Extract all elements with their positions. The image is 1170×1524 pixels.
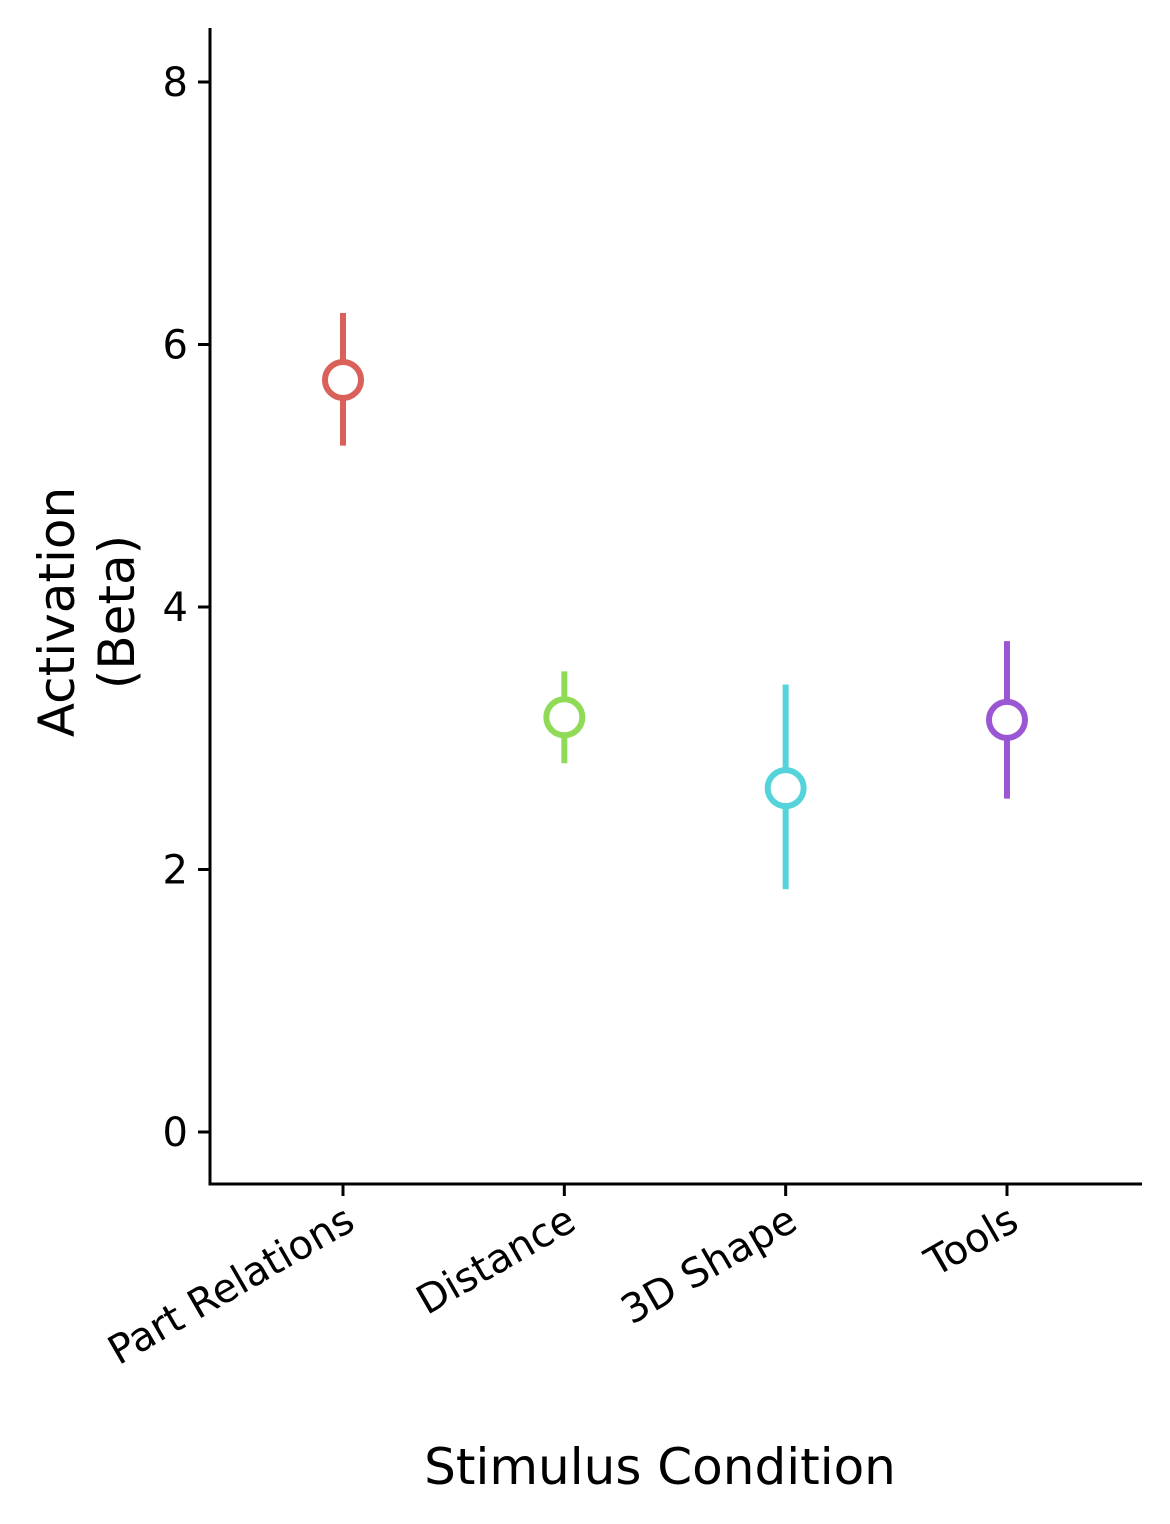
y-tick-label: 4 xyxy=(163,585,188,631)
y-tick-label: 6 xyxy=(163,323,188,369)
plot-area xyxy=(322,313,1028,890)
y-axis-title-line-2: (Beta) xyxy=(88,535,146,689)
data-point xyxy=(764,767,807,810)
data-point xyxy=(985,698,1028,741)
y-axis-title: Activation (Beta) xyxy=(28,487,146,737)
data-point xyxy=(543,696,586,739)
x-axis-ticks: Part Relations Distance 3D Shape Tools xyxy=(101,1184,1026,1374)
y-tick-label: 2 xyxy=(163,848,188,894)
x-tick-label: Distance xyxy=(409,1197,583,1324)
x-tick-label: Part Relations xyxy=(101,1197,362,1375)
y-axis-ticks: 0 2 4 6 8 xyxy=(163,60,210,1156)
data-point xyxy=(322,358,364,401)
x-axis-title: Stimulus Condition xyxy=(424,1438,896,1496)
x-tick-label: Tools xyxy=(917,1197,1026,1287)
y-axis-title-line-1: Activation xyxy=(28,487,86,737)
x-tick-label: 3D Shape xyxy=(613,1197,804,1334)
y-tick-label: 0 xyxy=(163,1110,188,1156)
y-tick-label: 8 xyxy=(163,60,188,106)
